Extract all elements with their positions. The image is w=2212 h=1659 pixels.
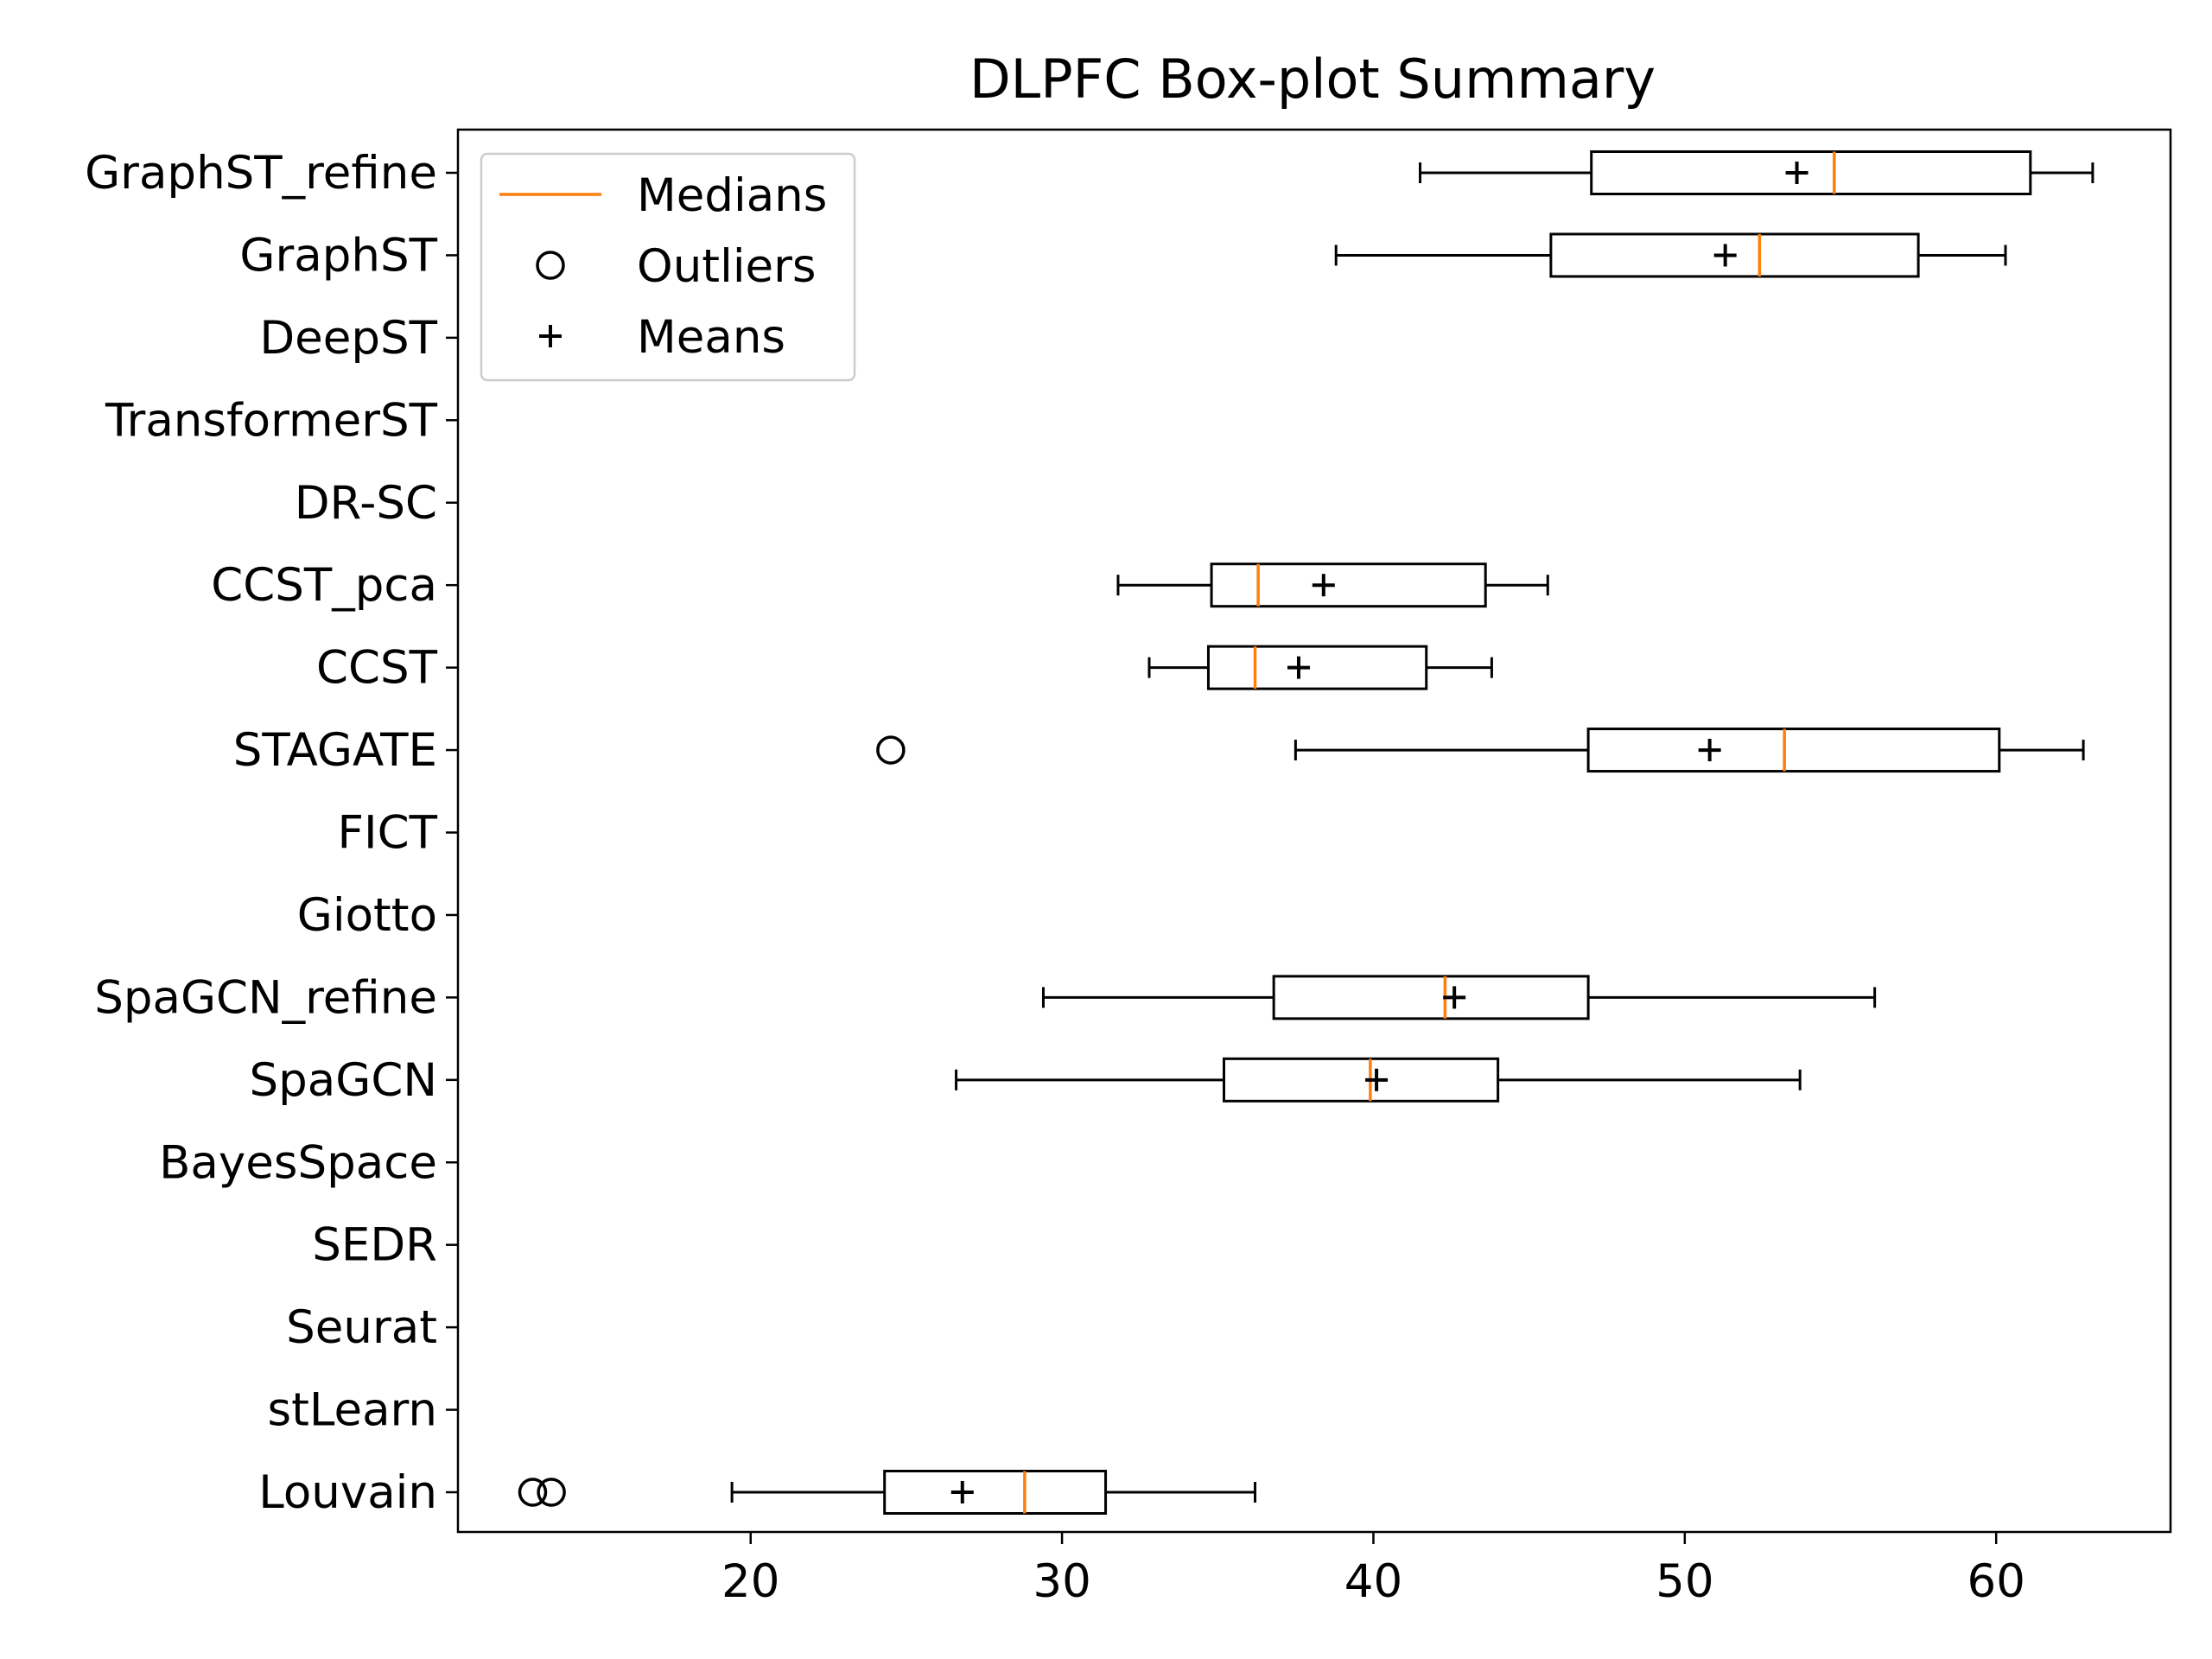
y-tick-label: Giotto bbox=[297, 889, 437, 942]
iqr-box bbox=[1586, 728, 2001, 773]
box-stagate bbox=[876, 728, 2085, 773]
box-ccst-pca bbox=[1116, 563, 1549, 608]
y-tick-label: stLearn bbox=[267, 1384, 437, 1437]
y-tick-label: Louvain bbox=[258, 1466, 437, 1519]
y-tick-label: BayesSpace bbox=[159, 1136, 437, 1189]
iqr-box bbox=[883, 1470, 1108, 1515]
iqr-box bbox=[1272, 975, 1590, 1020]
outlier-point bbox=[537, 1478, 566, 1507]
y-tick-label: CCST_pca bbox=[211, 559, 437, 612]
x-tick-label: 40 bbox=[1344, 1555, 1402, 1608]
y-tick-label: GraphST bbox=[239, 229, 437, 282]
x-tick-label: 20 bbox=[721, 1555, 779, 1608]
x-tick-label: 60 bbox=[1967, 1555, 2024, 1608]
x-axis: 20 30 40 50 60 bbox=[721, 1532, 2025, 1608]
y-tick-label: GraphST_refine bbox=[85, 147, 437, 200]
y-tick-label: STAGATE bbox=[233, 724, 437, 777]
legend-outlier-swatch bbox=[536, 251, 565, 280]
outlier-point bbox=[518, 1478, 548, 1507]
y-tick-label: FICT bbox=[338, 807, 438, 860]
y-tick-label: SpaGCN bbox=[250, 1054, 438, 1107]
iqr-box bbox=[1210, 563, 1487, 608]
legend-label: Means bbox=[637, 311, 785, 364]
y-tick-label: DeepST bbox=[259, 312, 437, 365]
iqr-box bbox=[1206, 645, 1428, 690]
iqr-box bbox=[1222, 1057, 1500, 1103]
box-ccst bbox=[1147, 645, 1493, 690]
y-tick-label: SpaGCN_refine bbox=[94, 971, 437, 1024]
legend-frame bbox=[480, 152, 856, 382]
chart-title: DLPFC Box-plot Summary bbox=[969, 48, 1656, 111]
y-tick-label: SEDR bbox=[312, 1219, 437, 1272]
box-series bbox=[518, 150, 2094, 1515]
legend-label: Outliers bbox=[637, 240, 817, 293]
x-tick-label: 50 bbox=[1656, 1555, 1713, 1608]
y-tick-label: CCST bbox=[316, 642, 438, 695]
y-tick-label: DR-SC bbox=[295, 477, 437, 530]
y-axis: GraphST_refine GraphST DeepST TransformerST… bbox=[85, 147, 458, 1519]
box-spagcn bbox=[955, 1057, 1802, 1103]
outlier-point bbox=[876, 735, 906, 765]
plot-frame bbox=[456, 128, 2172, 1534]
y-tick-label: Seurat bbox=[286, 1301, 437, 1354]
box-spagcn-refine bbox=[1041, 975, 1877, 1020]
iqr-box bbox=[1549, 232, 1920, 278]
y-tick-label: TransformerST bbox=[105, 394, 438, 447]
box-graphst-refine bbox=[1419, 150, 2094, 195]
iqr-box bbox=[1590, 150, 2032, 195]
box-graphst bbox=[1334, 232, 2007, 278]
box-louvain bbox=[518, 1470, 1257, 1515]
x-tick-label: 30 bbox=[1033, 1555, 1090, 1608]
legend-label: Medians bbox=[637, 169, 827, 222]
legend: Medians Outliers Means bbox=[480, 152, 856, 382]
